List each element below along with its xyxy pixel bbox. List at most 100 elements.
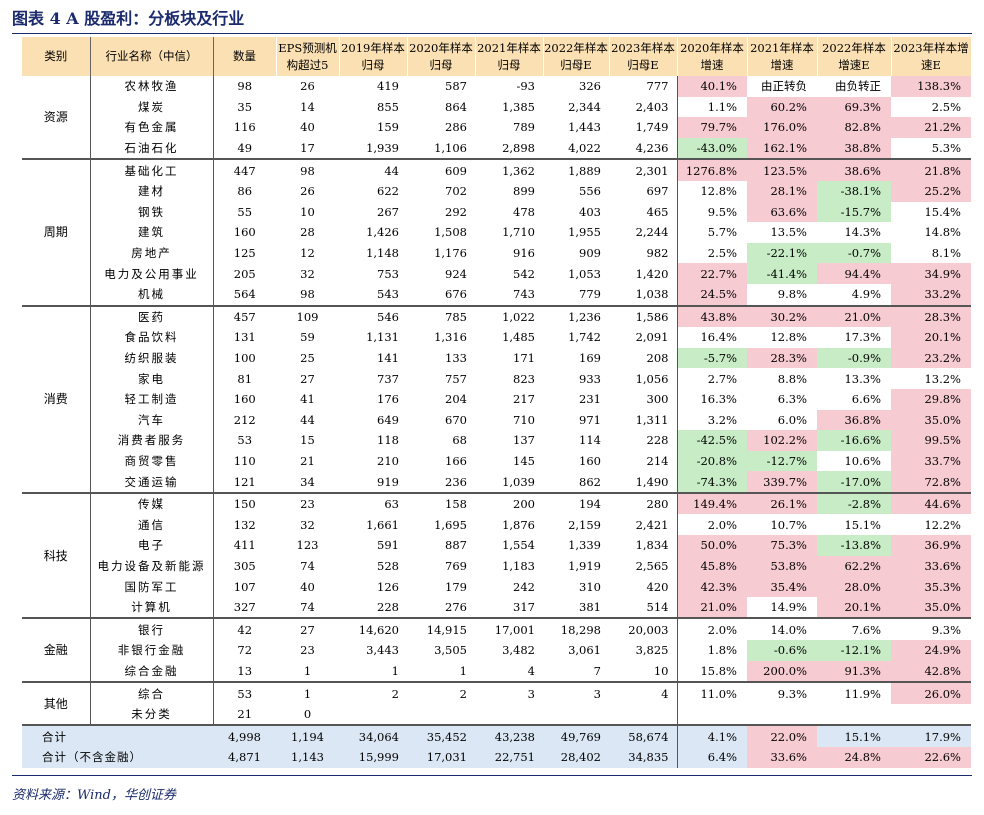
profit-cell: 292 — [445, 204, 467, 219]
growth-cell — [676, 703, 747, 727]
profit-cell: 236 — [407, 471, 475, 494]
growth-cell: 94.4% — [817, 263, 891, 284]
table-row: 有色金属 116 40 159 286 789 1,443 1,749 79.7% 176.0% 8… — [22, 117, 971, 138]
growth-cell: -43.0% — [676, 137, 747, 161]
eps-coverage-cell: 32 — [300, 517, 315, 532]
profit-cell: 2,565 — [635, 558, 669, 573]
table-row: 煤炭 35 14 855 864 1,385 2,344 2,403 1.1% 60.2% 69.3… — [22, 96, 971, 118]
profit-cell: 44 — [384, 163, 399, 178]
growth-cell: 14.3% — [817, 222, 891, 243]
industry-name-cell: 电子 — [90, 535, 214, 556]
eps-coverage-cell: 17 — [276, 137, 339, 161]
growth-cell: 22.6% — [891, 747, 971, 768]
growth-cell: 34.9% — [891, 263, 971, 284]
growth-cell: 176.0% — [747, 117, 817, 138]
growth-cell: 1.1% — [676, 96, 747, 118]
profit-cell: 862 — [543, 471, 609, 494]
growth-cell: 14.0% — [747, 618, 817, 641]
profit-cell: 4 — [661, 686, 669, 701]
count-cell: 205 — [233, 266, 256, 281]
count-cell: 121 — [213, 471, 276, 494]
profit-cell: 10 — [609, 660, 677, 684]
growth-cell: 11.9% — [817, 682, 891, 704]
profit-cell: 420 — [646, 579, 669, 594]
eps-coverage-cell: 1 — [303, 686, 312, 701]
profit-cell: 1,176 — [434, 246, 467, 261]
profit-cell: 28,402 — [543, 747, 609, 768]
count-cell: 132 — [233, 517, 256, 532]
eps-coverage-cell: 98 — [276, 283, 339, 307]
profit-cell: 141 — [377, 351, 399, 366]
profit-cell: 145 — [513, 453, 535, 468]
profit-cell: 3,061 — [568, 643, 601, 658]
count-cell: 53 — [237, 686, 253, 701]
profit-cell: 22,751 — [475, 747, 543, 768]
growth-cell: 21.0% — [817, 305, 891, 328]
growth-cell: 30.2% — [747, 305, 817, 328]
eps-coverage-cell: 40 — [300, 579, 315, 594]
count-cell: 100 — [233, 351, 256, 366]
growth-cell: 28.3% — [747, 347, 817, 369]
growth-cell: -0.6% — [747, 640, 817, 661]
growth-cell: 99.5% — [891, 430, 971, 451]
growth-cell: 33.7% — [891, 450, 971, 472]
profit-cell: 785 — [445, 309, 467, 324]
profit-table-container: 类别 行业名称（中信） 数量 EPS预测机构超过5 2019年样本归母 2020… — [22, 37, 972, 768]
profit-cell: 1,022 — [502, 309, 535, 324]
profit-cell: 169 — [579, 351, 601, 366]
eps-coverage-cell: 10 — [300, 204, 315, 219]
growth-cell: 9.3% — [747, 682, 817, 704]
table-row: 房地产 125 12 1,148 1,176 916 909 982 2.5% -22.1% -0.… — [22, 242, 971, 264]
growth-cell: 24.5% — [676, 283, 747, 307]
profit-cell: 43,238 — [475, 725, 543, 747]
profit-cell: 1,695 — [434, 517, 467, 532]
profit-cell: 3 — [527, 686, 535, 701]
profit-cell: 864 — [445, 99, 467, 114]
profit-cell: 514 — [609, 596, 677, 620]
growth-cell: 28.3% — [891, 305, 971, 328]
growth-cell: -15.7% — [817, 201, 891, 223]
profit-cell: -93 — [516, 79, 535, 94]
profit-cell: 14,915 — [426, 622, 467, 637]
profit-cell: 381 — [543, 596, 609, 620]
table-row: 建筑 160 28 1,426 1,508 1,710 1,955 2,244 5.7% 13.5… — [22, 222, 971, 243]
profit-cell: 919 — [339, 471, 407, 494]
eps-coverage-cell: 26 — [300, 79, 315, 94]
growth-cell: 33.2% — [891, 283, 971, 307]
growth-cell: 6.3% — [747, 388, 817, 410]
table-row: 交通运输 121 34 919 236 1,039 862 1,490 -74.3% 339.7%… — [22, 471, 971, 494]
profit-cell: 1,485 — [502, 330, 535, 345]
growth-cell: -41.4% — [747, 263, 817, 284]
profit-cell: 676 — [407, 283, 475, 307]
header-row: 类别 行业名称（中信） 数量 EPS预测机构超过5 2019年样本归母 2020… — [22, 37, 972, 76]
table-row: 轻工制造 160 41 176 204 217 231 300 16.3% 6.3% 6.6% 29.… — [22, 388, 971, 410]
profit-cell: 528 — [377, 558, 399, 573]
count-cell: 13 — [213, 660, 276, 684]
count-cell: 110 — [233, 453, 256, 468]
industry-name-cell: 建材 — [90, 180, 214, 202]
profit-cell: 34,064 — [339, 725, 407, 747]
profit-cell: 217 — [513, 392, 535, 407]
profit-cell: 622 — [377, 184, 399, 199]
profit-cell: 194 — [579, 497, 601, 512]
profit-cell: 200 — [513, 497, 535, 512]
eps-coverage-cell: 74 — [276, 596, 339, 620]
table-row: 非银行金融 72 23 3,443 3,505 3,482 3,061 3,825 1.8% -0… — [22, 640, 971, 661]
industry-name-cell: 基础化工 — [90, 159, 214, 181]
profit-cell: 58,674 — [609, 725, 677, 747]
profit-cell: 769 — [445, 558, 467, 573]
table-row: 消费者服务 53 15 118 68 137 114 228 -42.5% 102.2% -16.6… — [22, 430, 971, 451]
profit-cell: 2,421 — [635, 517, 669, 532]
profit-cell: 779 — [543, 283, 609, 307]
growth-cell: -0.7% — [817, 242, 891, 264]
profit-cell: 1,038 — [609, 283, 677, 307]
profit-cell: 1,749 — [635, 120, 669, 135]
source-note: 资料来源：Wind，华创证券 — [12, 788, 176, 803]
eps-coverage-cell: 109 — [296, 309, 319, 324]
profit-cell: 916 — [513, 246, 535, 261]
growth-cell: -12.1% — [817, 640, 891, 661]
eps-coverage-cell: 12 — [300, 246, 315, 261]
growth-cell: 12.8% — [747, 327, 817, 348]
count-cell: 125 — [233, 246, 256, 261]
count-cell: 457 — [233, 309, 256, 324]
